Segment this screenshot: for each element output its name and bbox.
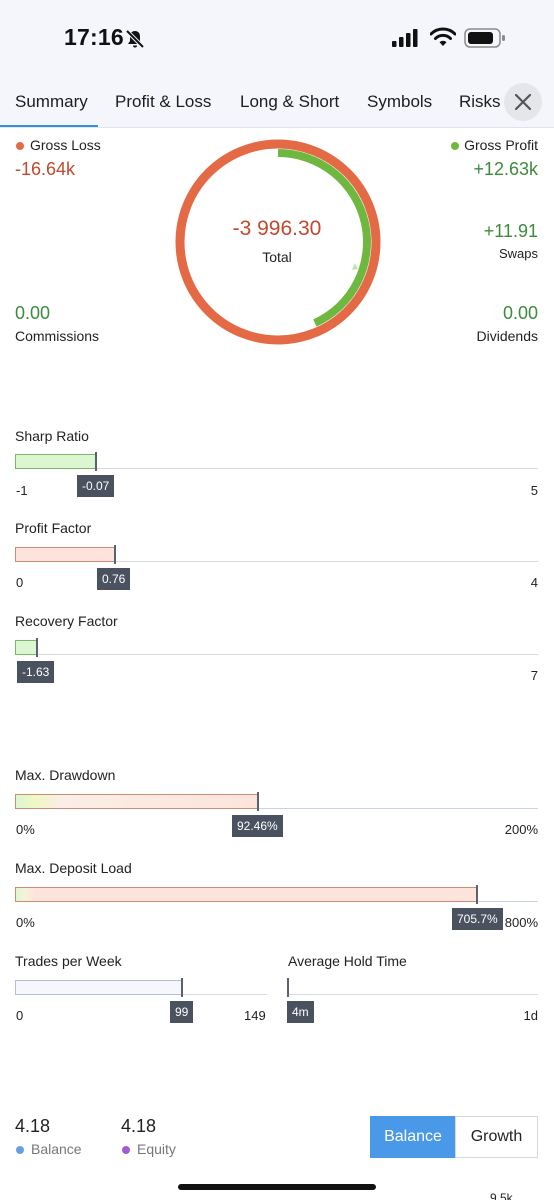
max-deposit-load-value-tag: 705.7% xyxy=(452,908,503,930)
loss-ring xyxy=(175,139,381,345)
max-drawdown-max: 200% xyxy=(504,822,538,837)
swaps-label: Swaps xyxy=(498,246,538,261)
cellular-signal-icon xyxy=(392,29,418,47)
tab-profit-loss[interactable]: Profit & Loss xyxy=(115,92,212,111)
average-hold-time-marker xyxy=(287,978,289,997)
tab-risks[interactable]: Risks xyxy=(459,92,501,111)
trades-per-week-marker xyxy=(181,978,183,997)
active-tab-indicator xyxy=(0,125,98,127)
recovery-factor-bar xyxy=(15,640,37,655)
total-label: Total xyxy=(262,249,292,265)
sharp-ratio-marker xyxy=(95,452,97,471)
tab-long-short[interactable]: Long & Short xyxy=(240,92,340,111)
sharp-ratio-title: Sharp Ratio xyxy=(15,428,89,444)
recovery-factor-title: Recovery Factor xyxy=(15,613,118,629)
max-deposit-load-max: 800% xyxy=(504,915,538,930)
commissions-label: Commissions xyxy=(15,328,100,344)
gross-profit-value: +12.63k xyxy=(473,159,538,179)
swaps-value: +11.91 xyxy=(483,221,538,241)
balance-label: Balance xyxy=(31,1141,82,1157)
tab-symbols[interactable]: Symbols xyxy=(367,92,433,111)
average-hold-time-track xyxy=(288,994,538,995)
trades-per-week-bar xyxy=(15,980,183,995)
trades-per-week-title: Trades per Week xyxy=(15,953,122,969)
recovery-factor-track xyxy=(15,654,538,655)
close-button[interactable] xyxy=(504,83,542,121)
sharp-ratio-bar xyxy=(15,454,96,469)
sharp-ratio-value-tag: -0.07 xyxy=(77,475,115,497)
balance-dot xyxy=(16,1146,24,1154)
recovery-factor-max: 7 xyxy=(530,668,538,683)
status-bar: 17:16 xyxy=(0,0,554,74)
max-drawdown-title: Max. Drawdown xyxy=(15,767,116,783)
growth-toggle-button[interactable]: Growth xyxy=(455,1116,538,1158)
average-hold-time-max: 1d xyxy=(523,1008,538,1023)
max-deposit-load-marker xyxy=(476,885,478,904)
balance-value: 4.18 xyxy=(15,1116,51,1136)
home-indicator xyxy=(178,1184,376,1190)
trades-per-week-value-tag: 99 xyxy=(170,1001,194,1023)
sharp-ratio-track xyxy=(15,468,538,469)
profit-factor-value-tag: 0.76 xyxy=(97,568,131,590)
max-deposit-load-min: 0% xyxy=(16,915,35,930)
gross-loss-value: -16.64k xyxy=(15,159,76,179)
trades-per-week-min: 0 xyxy=(16,1008,24,1023)
total-ring-chart xyxy=(175,139,381,345)
equity-dot xyxy=(122,1146,130,1154)
dividends-value: 0.00 xyxy=(502,303,538,323)
equity-label: Equity xyxy=(137,1141,176,1157)
max-drawdown-track xyxy=(15,808,538,809)
max-deposit-load-bar xyxy=(15,887,477,902)
chart-axis-label-partial: 9.5k xyxy=(490,1191,513,1200)
sharp-ratio-min: -1 xyxy=(16,483,28,498)
max-deposit-load-title: Max. Deposit Load xyxy=(15,860,132,876)
commissions-value: 0.00 xyxy=(15,303,51,323)
sharp-ratio-max: 5 xyxy=(530,483,538,498)
bell-muted-icon xyxy=(125,29,145,49)
profit-factor-max: 4 xyxy=(530,575,538,590)
tab-bar: Summary Profit & Loss Long & Short Symbo… xyxy=(0,74,554,128)
close-icon xyxy=(514,93,532,111)
tab-summary[interactable]: Summary xyxy=(15,92,88,111)
profit-arc xyxy=(277,149,371,327)
trades-per-week-max: 149 xyxy=(244,1008,266,1023)
profit-factor-title: Profit Factor xyxy=(15,520,92,536)
battery-icon xyxy=(464,28,505,48)
recovery-factor-marker xyxy=(36,638,38,657)
average-hold-time-title: Average Hold Time xyxy=(288,953,407,969)
profit-factor-min: 0 xyxy=(16,575,24,590)
wifi-icon xyxy=(430,27,456,46)
profit-factor-marker xyxy=(114,545,116,564)
gross-profit-dot xyxy=(451,142,459,150)
max-drawdown-marker xyxy=(257,792,259,811)
gross-profit-label: Gross Profit xyxy=(464,137,538,153)
total-value: -3 996.30 xyxy=(232,217,322,240)
dividends-label: Dividends xyxy=(476,328,538,344)
max-drawdown-value-tag: 92.46% xyxy=(232,815,283,837)
profit-arc-tip xyxy=(352,263,358,270)
gross-loss-label: Gross Loss xyxy=(30,137,101,153)
max-drawdown-min: 0% xyxy=(16,822,35,837)
balance-toggle-button[interactable]: Balance xyxy=(370,1116,456,1158)
max-drawdown-bar xyxy=(15,794,258,809)
gross-loss-dot xyxy=(16,142,24,150)
recovery-factor-value-tag: -1.63 xyxy=(17,661,55,683)
status-time: 17:16 xyxy=(64,24,124,50)
profit-factor-track xyxy=(15,561,538,562)
average-hold-time-value-tag: 4m xyxy=(287,1001,314,1023)
profit-factor-bar xyxy=(15,547,115,562)
equity-value: 4.18 xyxy=(121,1116,157,1136)
